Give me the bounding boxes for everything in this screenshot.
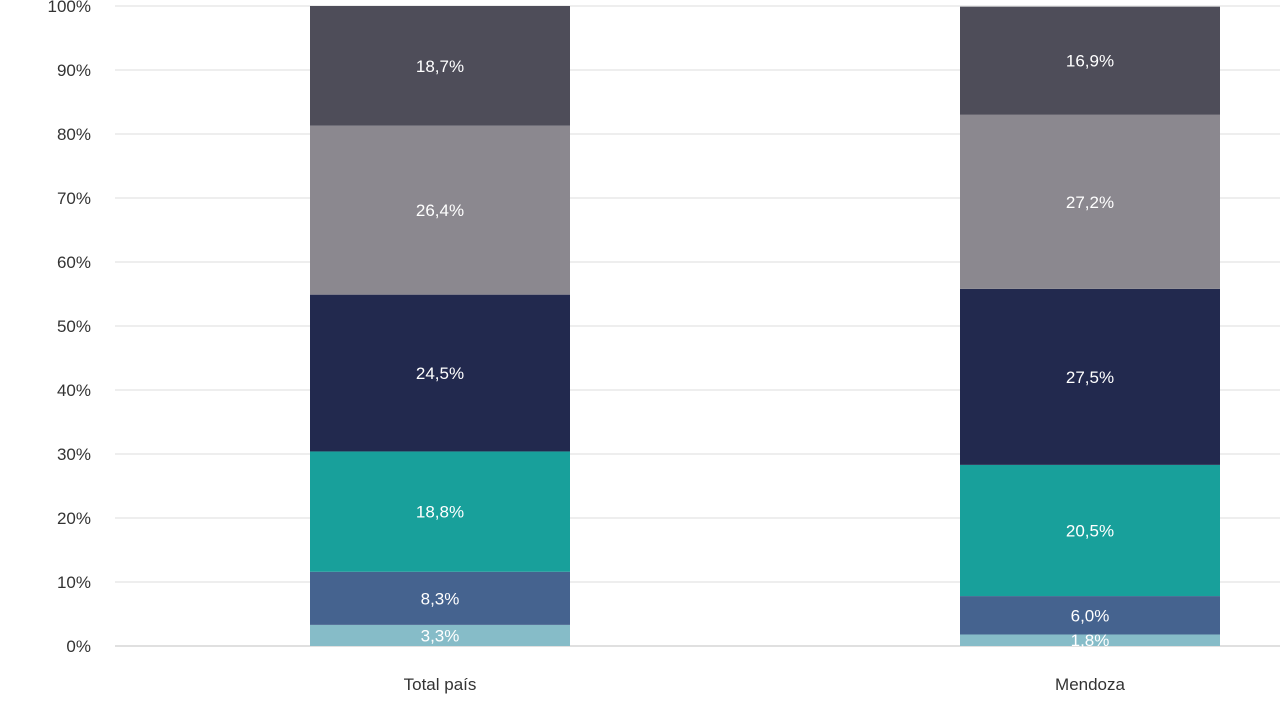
bars-layer [310, 6, 1220, 646]
bar-segment [960, 6, 1220, 115]
bar-segment [310, 125, 570, 295]
y-axis-ticks: 0% 10% 20% 30% 40% 50% 60% 70% 80% 90% 100% [48, 0, 91, 656]
x-category-label: Mendoza [1055, 675, 1125, 694]
y-tick-label: 40% [57, 381, 91, 400]
segment-value-label: 24,5% [416, 364, 464, 383]
bar-segment [960, 288, 1220, 465]
y-tick-label: 0% [66, 637, 91, 656]
y-tick-label: 30% [57, 445, 91, 464]
y-tick-label: 90% [57, 61, 91, 80]
bar-segment [960, 114, 1220, 289]
y-tick-label: 60% [57, 253, 91, 272]
bar-segment [960, 634, 1220, 646]
x-axis-ticks: Total país Mendoza [404, 675, 1126, 694]
y-tick-label: 70% [57, 189, 91, 208]
segment-value-label: 8,3% [421, 589, 460, 608]
segment-value-label: 27,2% [1066, 193, 1114, 212]
segment-value-label: 1,8% [1071, 631, 1110, 650]
y-tick-label: 10% [57, 573, 91, 592]
segment-value-label: 6,0% [1071, 606, 1110, 625]
y-tick-label: 100% [48, 0, 91, 16]
segment-value-label: 18,7% [416, 57, 464, 76]
bar-segment [310, 571, 570, 625]
bar-segment [310, 451, 570, 572]
segment-value-label: 20,5% [1066, 521, 1114, 540]
segment-value-label: 26,4% [416, 201, 464, 220]
bar-segment [310, 6, 570, 126]
segment-value-label: 27,5% [1066, 368, 1114, 387]
segment-value-label: 18,8% [416, 503, 464, 522]
bar-segment [960, 464, 1220, 597]
y-tick-label: 80% [57, 125, 91, 144]
segment-labels-layer: 3,3% 8,3% 18,8% 24,5% 26,4% 18,7% 1,8% 6,0% 20,5… [416, 52, 1114, 651]
bar-segment [960, 596, 1220, 635]
segment-value-label: 3,3% [421, 626, 460, 645]
bar-segment [310, 624, 570, 646]
x-category-label: Total país [404, 675, 477, 694]
bar-segment [310, 294, 570, 452]
segment-value-label: 16,9% [1066, 52, 1114, 71]
y-tick-label: 50% [57, 317, 91, 336]
y-tick-label: 20% [57, 509, 91, 528]
